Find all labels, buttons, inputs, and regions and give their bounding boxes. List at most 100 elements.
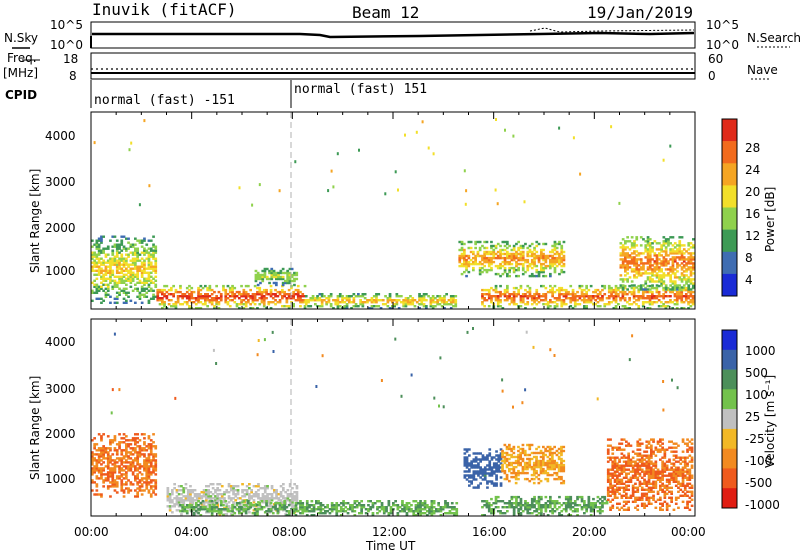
echo-cell: [571, 295, 575, 298]
echo-cell: [562, 270, 566, 274]
echo-cell: [168, 493, 172, 496]
echo-cell: [630, 236, 634, 239]
echo-cell: [321, 504, 325, 507]
echo-cell: [689, 280, 693, 283]
echo-cell: [177, 489, 181, 492]
echo-cell: [430, 506, 434, 509]
echo-cell: [349, 504, 352, 507]
echo-cell: [618, 464, 621, 467]
echo-cell: [371, 506, 375, 509]
velocity-cb-tick-neg1000: -1000: [745, 498, 780, 512]
echo-cell: [165, 295, 169, 298]
cpid-label: CPID: [5, 88, 38, 102]
echo-cell: [512, 502, 516, 505]
echo-cell: [611, 464, 615, 467]
echo-cell: [226, 301, 230, 304]
echo-cell: [263, 275, 267, 279]
echo-cell: [631, 470, 635, 473]
echo-cell: [487, 256, 491, 260]
echo-cell: [560, 475, 563, 479]
echo-cell: [651, 280, 654, 283]
echo-cell: [687, 303, 690, 306]
echo-cell: [256, 299, 259, 302]
echo-cell: [95, 291, 99, 294]
echo-cell: [526, 506, 530, 509]
echo-cell: [257, 489, 260, 492]
echo-cell: [546, 479, 550, 483]
echo-cell: [495, 470, 498, 473]
echo-cell: [217, 290, 221, 294]
echo-cell: [299, 508, 302, 511]
echo-cell: [644, 297, 647, 300]
echo-cell: [396, 504, 400, 507]
echo-cell: [129, 251, 133, 254]
echo-cell: [533, 260, 536, 264]
echo-cell: [392, 502, 395, 505]
echo-cell: [626, 280, 629, 283]
echo-cell: [422, 303, 426, 306]
echo-cell: [145, 477, 149, 480]
echo-cell: [267, 301, 271, 304]
echo-cell: [244, 297, 248, 300]
echo-cell: [395, 303, 399, 306]
echo-cell: [483, 260, 486, 264]
echo-cell: [172, 295, 175, 298]
echo-cell: [154, 467, 158, 470]
echo-cell: [651, 295, 654, 298]
echo-cell: [519, 262, 523, 266]
echo-cell: [152, 455, 155, 458]
echo-cell: [199, 297, 203, 300]
echo-cell: [343, 297, 347, 300]
echo-cell: [436, 303, 439, 306]
echo-cell: [183, 506, 187, 509]
echo-cell: [553, 297, 557, 300]
echo-cell: [113, 435, 117, 438]
echo-cell: [510, 248, 514, 252]
echo-cell: [138, 279, 142, 282]
echo-cell: [118, 243, 121, 246]
echo-cell: [687, 286, 691, 289]
echo-cell: [149, 261, 153, 264]
echo-cell: [227, 497, 231, 500]
echo-cell: [129, 439, 133, 442]
echo-cell: [630, 258, 634, 261]
echo-cell: [274, 303, 277, 306]
echo-cell: [622, 508, 626, 511]
echo-cell: [555, 260, 559, 264]
echo-cell: [553, 465, 556, 469]
echo-cell: [352, 299, 356, 302]
echo-cell: [492, 248, 496, 252]
echo-cell: [294, 506, 298, 509]
echo-cell: [490, 456, 494, 459]
echo-cell: [560, 299, 564, 302]
echo-cell: [102, 467, 105, 470]
echo-cell: [405, 504, 409, 507]
echo-cell: [618, 201, 621, 205]
echo-cell: [537, 258, 541, 262]
echo-cell: [682, 286, 686, 290]
nave-tick-0: 0: [708, 69, 716, 83]
echo-cell: [402, 303, 405, 306]
echo-cell: [678, 236, 682, 239]
echo-cell: [528, 457, 532, 461]
echo-cell: [115, 265, 119, 268]
echo-cell: [127, 295, 130, 298]
echo-cell: [136, 255, 139, 258]
echo-cell: [136, 287, 139, 290]
echo-cell: [530, 512, 534, 515]
echo-cell: [102, 283, 105, 286]
echo-cell: [487, 305, 491, 308]
echo-cell: [260, 500, 264, 503]
echo-cell: [406, 301, 410, 304]
echo-cell: [613, 446, 617, 449]
echo-cell: [149, 439, 153, 442]
echo-cell: [122, 291, 126, 294]
echo-cell: [540, 254, 543, 258]
echo-cell: [671, 280, 675, 283]
echo-cell: [627, 468, 630, 471]
echo-cell: [625, 472, 628, 475]
echo-cell: [419, 502, 422, 505]
echo-cell: [134, 433, 137, 436]
echo-cell: [319, 508, 323, 511]
echo-cell: [265, 500, 268, 503]
